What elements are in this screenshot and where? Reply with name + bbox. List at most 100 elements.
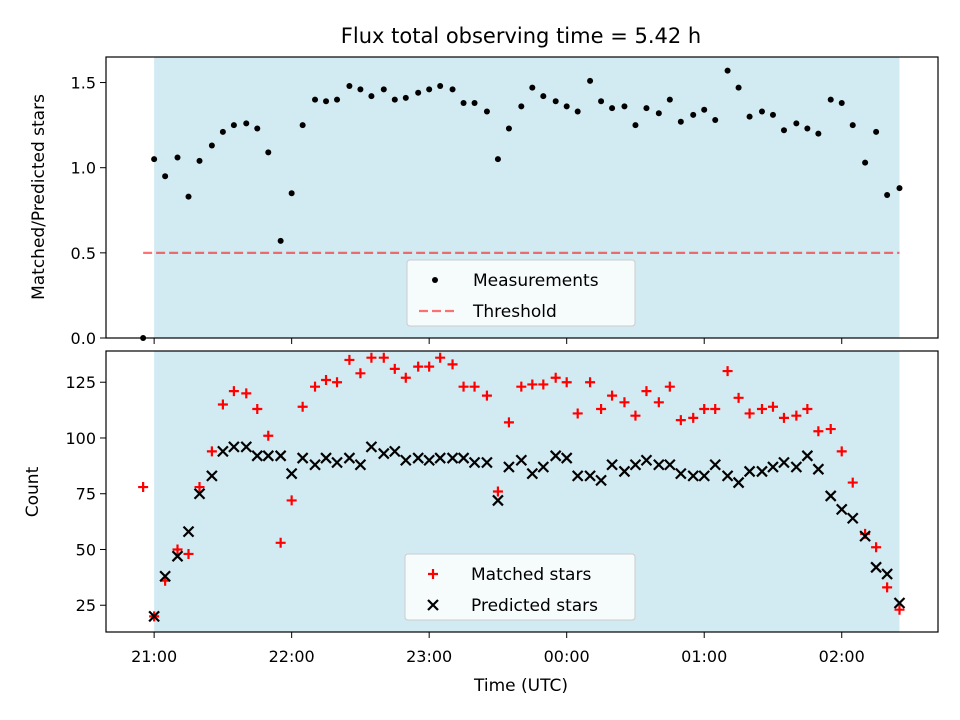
measurement-point (208, 142, 215, 149)
matched-star-point (378, 352, 389, 363)
count-panel-frame (105, 350, 939, 633)
matched-star-point (389, 363, 400, 374)
y-tick-label: 25 (76, 596, 96, 615)
predicted-star-point (595, 474, 607, 487)
matched-star-point (228, 386, 239, 397)
time-axis-label: Time (UTC) (473, 676, 568, 696)
measurement-point (690, 111, 697, 118)
predicted-star-point (503, 461, 515, 473)
count-axis-ticks: 25 50 75 100 125 (65, 373, 106, 615)
predicted-star-point (434, 452, 446, 464)
matched-star-point (481, 390, 492, 401)
predicted-star-point (812, 463, 825, 475)
predicted-star-point (893, 597, 906, 609)
matched-star-point (241, 388, 252, 399)
x-tick-label: 02:00 (819, 647, 865, 666)
predicted-star-point (824, 490, 837, 502)
measurement-points (140, 67, 903, 341)
predicted-star-point (629, 458, 642, 471)
matched-star-point (664, 381, 675, 392)
measurement-point (415, 89, 422, 96)
matched-star-point (321, 374, 332, 385)
measurement-point (712, 117, 719, 124)
matched-star-point (344, 354, 355, 365)
measurement-point (483, 108, 490, 115)
y-tick-label: 125 (65, 373, 96, 392)
predicted-star-point (193, 487, 206, 500)
x-tick-label: 21:00 (131, 647, 177, 666)
measurement-point (402, 94, 409, 101)
predicted-star-point (378, 447, 390, 460)
measurement-point (552, 98, 559, 105)
predicted-star-point (606, 458, 618, 471)
measurement-point (185, 193, 192, 200)
measurement-point (769, 111, 776, 118)
x-tick-label: 23:00 (406, 647, 452, 666)
measurement-point (621, 103, 628, 110)
matched-star-point (813, 426, 824, 437)
measurement-point (299, 122, 306, 129)
measurement-point (426, 86, 433, 93)
predicted-star-point (354, 458, 367, 471)
ratio-legend: Measurements Threshold (406, 259, 636, 327)
matched-star-point (572, 408, 583, 419)
predicted-star-point (365, 441, 378, 453)
matched-star-point (297, 401, 308, 412)
matched-star-point (767, 401, 778, 412)
measurement-point (758, 108, 765, 115)
x-tick-label: 01:00 (681, 647, 727, 666)
measurement-point (804, 125, 811, 132)
chart-title: Flux total observing time = 5.42 h (341, 24, 701, 48)
matched-star-point (252, 403, 263, 414)
predicted-star-point (835, 503, 848, 516)
matched-star-point (836, 446, 847, 457)
matched-star-point (435, 352, 446, 363)
predicted-star-point (584, 470, 596, 482)
y-tick-label: 75 (76, 485, 96, 504)
y-tick-label: 0.5 (71, 244, 96, 263)
matched-star-point (366, 352, 377, 363)
predicted-star-point (320, 452, 332, 464)
matched-star-point (825, 424, 836, 435)
predicted-star-point (743, 465, 756, 478)
predicted-star-point (331, 456, 343, 469)
measurement-point (529, 84, 536, 91)
matched-star-point (447, 359, 458, 370)
y-tick-label: 100 (65, 429, 96, 448)
predicted-star-point (537, 461, 550, 473)
y-tick-label: 0.0 (71, 329, 96, 348)
matched-star-point (424, 361, 435, 372)
legend-x-marker (427, 599, 439, 611)
matched-star-point (194, 482, 205, 493)
measurement-point (793, 120, 800, 127)
matched-star-point (310, 381, 321, 392)
measurement-point (312, 96, 319, 103)
measurement-point (277, 237, 284, 244)
predicted-star-point (698, 470, 710, 482)
matched-star-point (550, 372, 561, 383)
matched-star-point (492, 486, 503, 497)
measurement-point (265, 149, 272, 156)
predicted-star-point (285, 467, 298, 480)
predicted-star-point (640, 454, 653, 467)
count-panel: 25 50 75 100 125 Count Matched stars Predicte… (23, 350, 939, 633)
predicted-star-point (881, 568, 893, 580)
measurement-point (346, 82, 353, 89)
predicted-star-point (240, 441, 253, 453)
predicted-star-point (859, 530, 871, 542)
predicted-star-point (262, 450, 275, 462)
legend-label: Predicted stars (471, 596, 598, 616)
predicted-star-point (423, 454, 435, 467)
matched-star-point (882, 582, 893, 593)
measurement-point (643, 105, 650, 112)
matched-star-point (206, 446, 217, 457)
legend-box (404, 553, 636, 621)
measurement-point (873, 128, 880, 135)
predicted-star-point (571, 470, 584, 482)
predicted-star-point (343, 452, 356, 464)
measurement-point (357, 86, 364, 93)
measurement-point (587, 77, 594, 84)
legend-plus-marker (428, 569, 438, 579)
predicted-star-point (756, 465, 768, 478)
legend-label: Threshold (472, 302, 557, 322)
